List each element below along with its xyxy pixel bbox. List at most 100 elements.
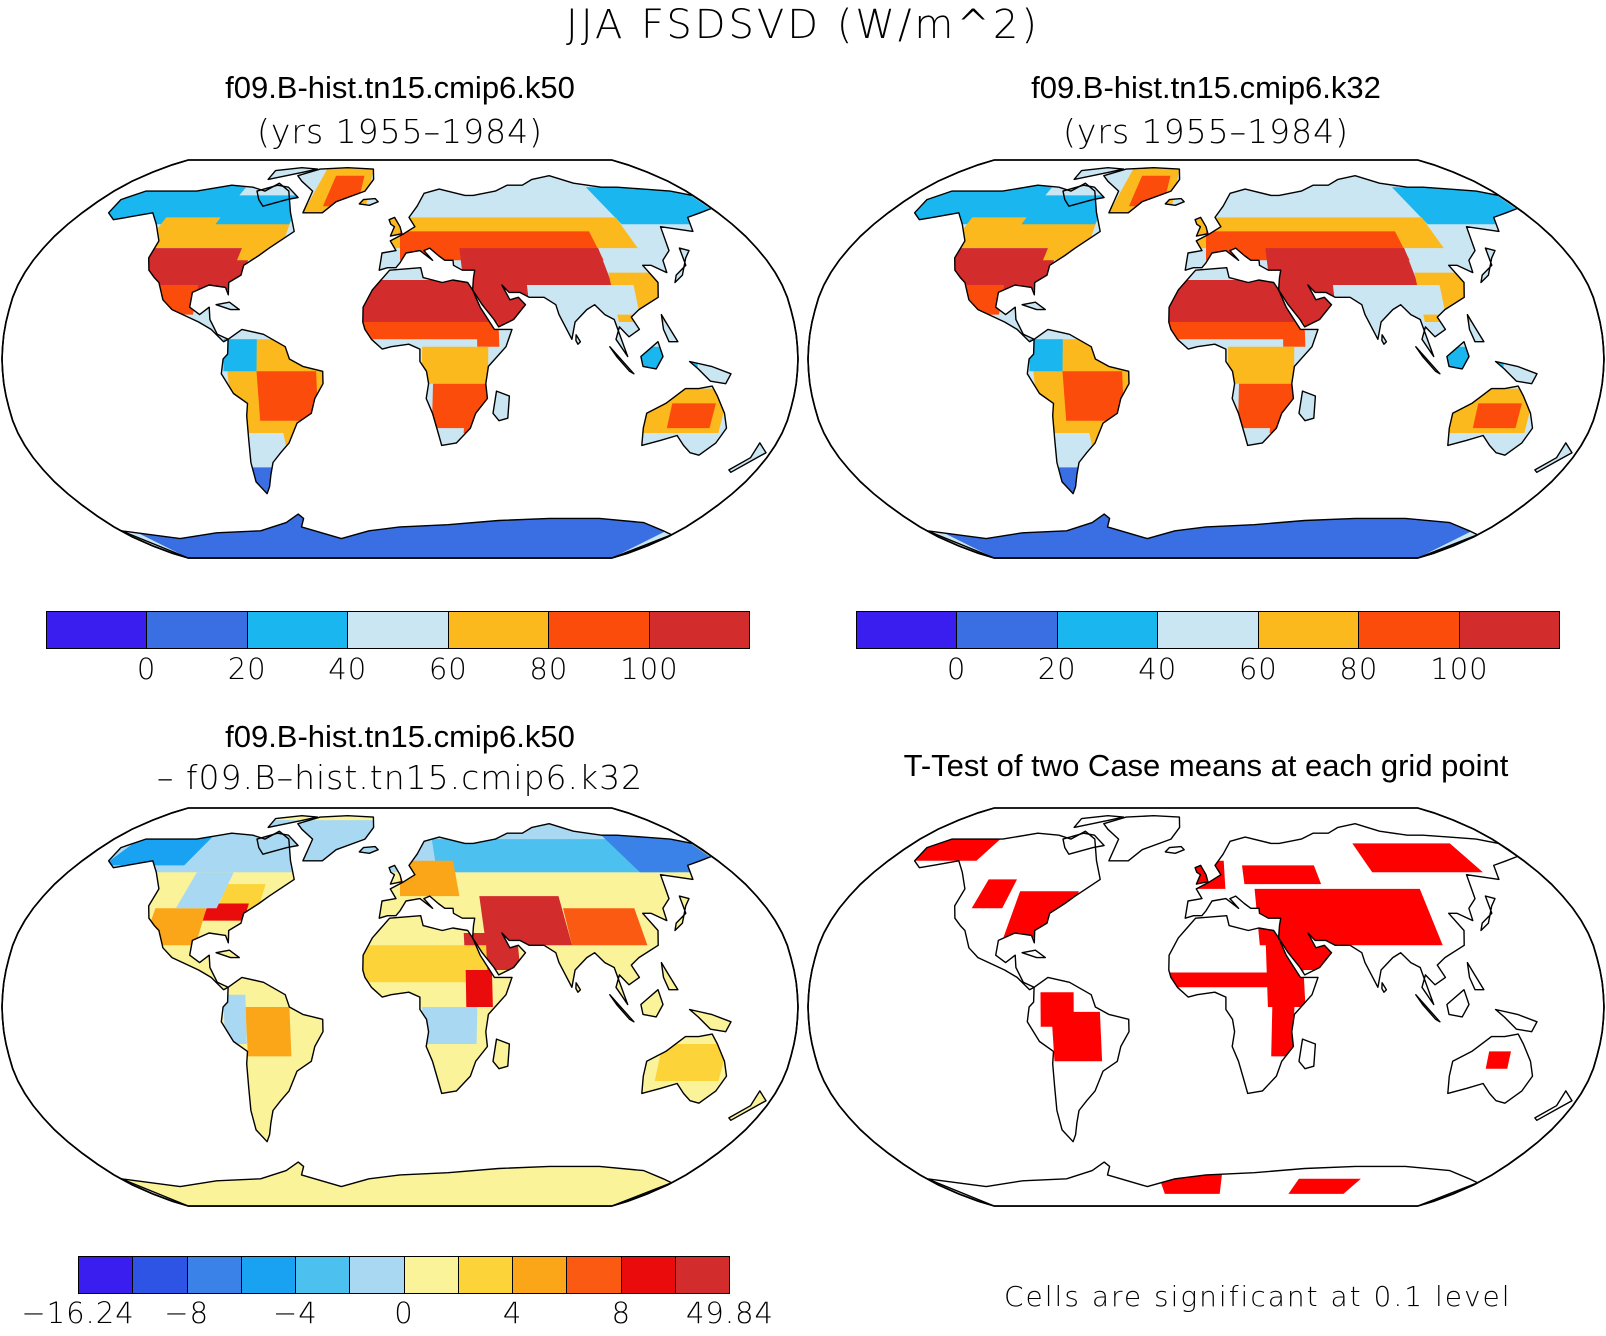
- coastline: [1073, 167, 1125, 181]
- colorbar-box: [649, 612, 749, 648]
- figure-title: JJA FSDSVD (W/m^2): [566, 2, 1040, 48]
- coastline: [1494, 1008, 1538, 1033]
- coastline: [1446, 341, 1470, 370]
- panel-2-map: [807, 159, 1605, 559]
- coastline: [1415, 994, 1441, 1023]
- coastline: [215, 301, 240, 311]
- colorbar-box: [567, 1257, 622, 1293]
- coastline: [609, 994, 635, 1023]
- coastline: [297, 815, 375, 862]
- colorbar-box: [247, 612, 349, 648]
- colorbar-box: [621, 1257, 676, 1293]
- colorbar-box: [147, 612, 248, 648]
- coastline: [358, 197, 379, 206]
- coastline: [107, 830, 295, 991]
- coastline: [1103, 167, 1181, 214]
- coastline: [913, 830, 1101, 991]
- coastline: [575, 982, 582, 993]
- colorbar-box: [857, 612, 958, 648]
- coastline: [1298, 1038, 1317, 1070]
- coastline: [1194, 864, 1209, 885]
- coastline: [1168, 267, 1319, 447]
- colorbar-box: [348, 612, 449, 648]
- coastline: [1103, 815, 1181, 862]
- coastline: [492, 390, 511, 422]
- globe-outline: [807, 159, 1605, 559]
- coastline: [1466, 961, 1485, 991]
- colorbar-box: [187, 1257, 242, 1293]
- colorbar-tick-label: 80: [1339, 652, 1379, 686]
- coastline: [674, 895, 690, 932]
- coastline: [688, 360, 732, 385]
- coastline: [378, 175, 713, 358]
- coastline: [1447, 1033, 1534, 1104]
- coastline: [641, 1033, 728, 1104]
- coastline: [267, 167, 319, 181]
- panel-1-colorbar-ticks: 0 20 40 60 80 100: [0, 652, 800, 692]
- colorbar-box: [448, 612, 550, 648]
- panel-3-subtitle: – f09.B–hist.tn15.cmip6.k32: [156, 758, 644, 797]
- colorbar-box: [350, 1257, 405, 1293]
- coastline: [1480, 247, 1496, 284]
- coastline: [1021, 949, 1046, 959]
- coastline: [926, 1161, 1479, 1207]
- coastline: [362, 915, 513, 1095]
- panel-2-colorbar: [856, 611, 1560, 649]
- coastline: [297, 167, 375, 214]
- panel-1-colorbar: [46, 611, 750, 649]
- colorbar-box: [549, 612, 650, 648]
- coastline: [1534, 442, 1573, 473]
- globe-outline: [1, 159, 799, 559]
- coastline: [1164, 845, 1185, 854]
- colorbar-box: [513, 1257, 568, 1293]
- panel-4-title: T-Test of two Case means at each grid po…: [903, 748, 1509, 783]
- coastline: [388, 864, 403, 885]
- coastline: [256, 832, 299, 855]
- coastline: [1184, 823, 1519, 1006]
- panel-4-map: [807, 807, 1605, 1207]
- coastline: [1381, 334, 1388, 345]
- colorbar-box: [241, 1257, 296, 1293]
- coastline: [220, 328, 324, 495]
- panel-1-title: f09.B-hist.tn15.cmip6.k50: [225, 70, 575, 105]
- coastline: [388, 216, 403, 237]
- colorbar-box: [1158, 612, 1259, 648]
- colorbar-box: [47, 612, 148, 648]
- coastline: [1466, 313, 1485, 343]
- coastline: [926, 513, 1479, 559]
- colorbar-tick-label: 8: [611, 1296, 632, 1330]
- colorbar-box: [458, 1257, 513, 1293]
- panel-1-map: [1, 159, 799, 559]
- coastline: [1062, 184, 1105, 207]
- coastline: [120, 1161, 673, 1207]
- coastline: [1168, 915, 1319, 1095]
- coastline: [492, 1038, 511, 1070]
- colorbar-tick-label: 60: [1238, 652, 1278, 686]
- coastline: [1073, 815, 1125, 829]
- coastline: [1026, 976, 1130, 1143]
- coastline: [660, 313, 679, 343]
- colorbar-box: [675, 1257, 729, 1293]
- colorbar-tick-label: −8: [164, 1296, 210, 1330]
- colorbar-tick-label: 80: [529, 652, 569, 686]
- colorbar-tick-label: 49.84: [685, 1296, 775, 1330]
- coastline: [358, 845, 379, 854]
- coastline: [220, 976, 324, 1143]
- coastline: [1480, 895, 1496, 932]
- panel-3-colorbar: [78, 1256, 730, 1294]
- globe-outline: [1, 807, 799, 1207]
- coastline: [728, 442, 767, 473]
- coastline: [1026, 328, 1130, 495]
- panel-2-title: f09.B-hist.tn15.cmip6.k32: [1031, 70, 1381, 105]
- coastline: [609, 346, 635, 375]
- coastline: [575, 334, 582, 345]
- colorbar-tick-label: 4: [502, 1296, 523, 1330]
- colorbar-box: [404, 1257, 459, 1293]
- coastline: [641, 385, 728, 456]
- coastline: [1494, 360, 1538, 385]
- colorbar-tick-label: 100: [1430, 652, 1489, 686]
- coastline: [728, 1090, 767, 1121]
- coastline: [640, 341, 664, 370]
- colorbar-box: [79, 1257, 134, 1293]
- coastline: [913, 182, 1101, 343]
